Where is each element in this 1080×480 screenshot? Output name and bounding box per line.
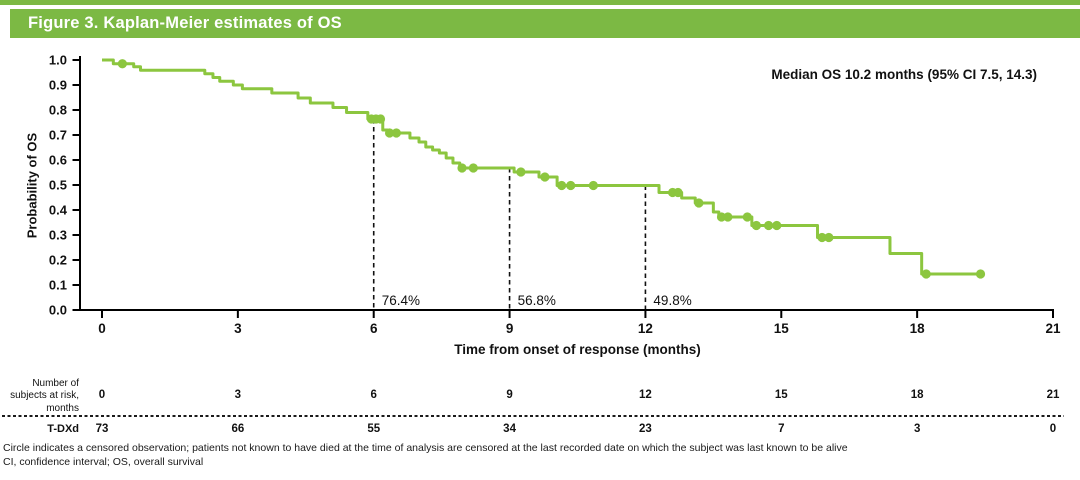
censor-mark xyxy=(673,187,683,198)
top-accent-strip xyxy=(0,0,1080,5)
risk-table-times: 0 3 6 9 12 15 18 21 xyxy=(99,389,1060,401)
svg-text:18: 18 xyxy=(910,321,926,336)
censor-mark xyxy=(588,180,598,191)
figure-title: Figure 3. Kaplan-Meier estimates of OS xyxy=(28,14,342,32)
footnote-censoring: Circle indicates a censored observation;… xyxy=(3,442,848,454)
censor-mark xyxy=(824,232,834,243)
censor-mark xyxy=(516,167,526,177)
censor-mark xyxy=(557,180,567,191)
y-axis-ticks: 0.0 0.1 0.2 0.3 0.4 0.5 0.6 0.7 0.8 0.9 1.0 xyxy=(49,53,79,318)
landmark-label: 56.8% xyxy=(518,293,556,308)
censor-marks xyxy=(117,59,986,279)
svg-text:0.9: 0.9 xyxy=(49,78,67,93)
svg-text:6: 6 xyxy=(371,389,377,401)
censor-mark xyxy=(921,269,931,279)
x-axis-title: Time from onset of response (months) xyxy=(454,342,701,357)
svg-text:0.0: 0.0 xyxy=(49,303,67,318)
landmark-lines: 76.4% 56.8% 49.8% xyxy=(372,119,692,309)
svg-text:3: 3 xyxy=(235,389,241,401)
censor-mark xyxy=(751,220,761,231)
svg-text:0.5: 0.5 xyxy=(49,178,67,193)
risk-value: 55 xyxy=(367,423,380,435)
svg-text:15: 15 xyxy=(775,389,788,401)
censor-mark xyxy=(566,180,576,191)
risk-row-label: T-DXd xyxy=(47,423,79,435)
svg-text:21: 21 xyxy=(1047,389,1060,401)
axes xyxy=(79,56,1054,311)
svg-text:6: 6 xyxy=(370,321,378,336)
censor-mark xyxy=(457,163,467,173)
risk-value: 3 xyxy=(914,423,920,435)
svg-text:0.7: 0.7 xyxy=(49,128,67,143)
km-chart: 0.0 0.1 0.2 0.3 0.4 0.5 0.6 0.7 0.8 0.9 1.0 0 3 6 9 12 1… xyxy=(49,53,1061,436)
svg-text:0: 0 xyxy=(98,321,106,336)
svg-text:15: 15 xyxy=(774,321,790,336)
y-axis-title: Probability of OS xyxy=(24,132,40,239)
svg-text:0.2: 0.2 xyxy=(49,253,67,268)
km-curve-t-dxd xyxy=(102,58,981,276)
svg-text:1.0: 1.0 xyxy=(49,53,67,68)
censor-mark xyxy=(764,220,774,231)
landmark-label: 49.8% xyxy=(653,293,691,308)
censor-mark xyxy=(772,220,782,231)
svg-text:0: 0 xyxy=(99,389,105,401)
censor-mark xyxy=(975,269,986,279)
censor-mark xyxy=(723,212,733,222)
svg-text:3: 3 xyxy=(234,321,242,336)
risk-value: 73 xyxy=(96,423,109,435)
svg-text:18: 18 xyxy=(911,389,924,401)
footnote-abbreviations: CI, confidence interval; OS, overall sur… xyxy=(3,456,204,468)
svg-text:9: 9 xyxy=(506,389,512,401)
landmark-label: 76.4% xyxy=(382,293,420,308)
svg-text:0.3: 0.3 xyxy=(49,228,67,243)
svg-text:12: 12 xyxy=(639,389,652,401)
censor-mark xyxy=(742,212,752,222)
risk-table-values: 73 66 55 34 23 7 3 0 xyxy=(96,423,1057,435)
x-axis-ticks: 0 3 6 9 12 15 18 21 xyxy=(98,311,1061,336)
censor-mark xyxy=(817,232,827,243)
censor-mark xyxy=(540,172,550,182)
censor-mark xyxy=(716,212,727,222)
risk-value: 7 xyxy=(778,423,784,435)
censor-mark xyxy=(384,128,395,138)
risk-value: 66 xyxy=(231,423,244,435)
svg-text:9: 9 xyxy=(506,321,514,336)
risk-table-header: Number of subjects at risk, months xyxy=(10,378,79,414)
figure-title-bar: Figure 3. Kaplan-Meier estimates of OS xyxy=(10,9,1080,38)
svg-text:21: 21 xyxy=(1045,321,1061,336)
censor-mark xyxy=(391,128,401,138)
risk-value: 0 xyxy=(1050,423,1056,435)
censor-mark xyxy=(375,114,386,124)
censor-mark xyxy=(694,198,704,208)
risk-value: 34 xyxy=(503,423,516,435)
svg-text:0.1: 0.1 xyxy=(49,278,67,293)
median-os-annotation: Median OS 10.2 months (95% CI 7.5, 14.3) xyxy=(771,67,1037,82)
svg-text:0.4: 0.4 xyxy=(49,203,68,218)
censor-mark xyxy=(117,59,127,69)
svg-text:0.6: 0.6 xyxy=(49,153,67,168)
risk-table-separator xyxy=(2,415,1064,417)
svg-text:0.8: 0.8 xyxy=(49,103,67,118)
censor-mark xyxy=(468,163,478,173)
risk-value: 23 xyxy=(639,423,652,435)
svg-text:12: 12 xyxy=(638,321,653,336)
